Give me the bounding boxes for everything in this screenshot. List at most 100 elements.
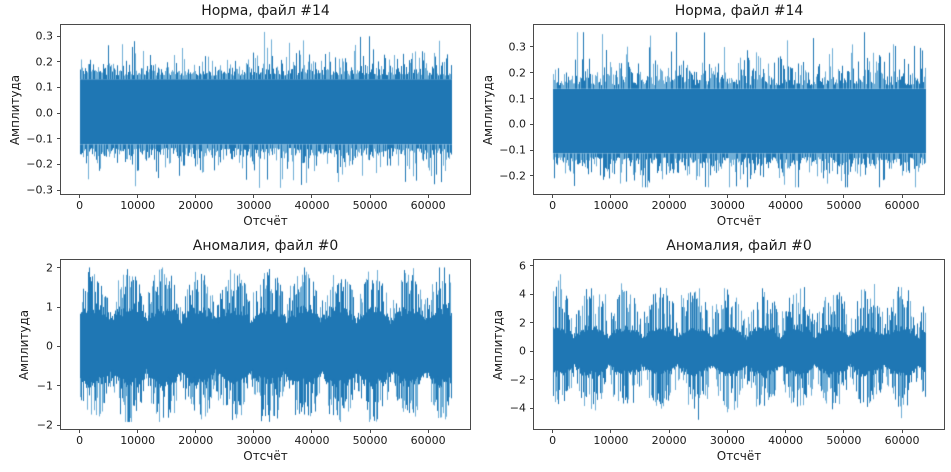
x-tick-label: 20000	[178, 199, 214, 212]
x-tick-mark	[195, 194, 197, 198]
y-tick-label: −2	[36, 418, 53, 432]
x-tick-label: 10000	[120, 199, 156, 212]
y-tick-mark	[530, 322, 534, 324]
y-tick-label: −0.1	[499, 143, 526, 157]
x-tick-label: 20000	[651, 434, 687, 447]
x-tick-mark	[726, 429, 728, 433]
y-tick-mark	[57, 163, 61, 165]
y-tick-label: 1	[46, 300, 53, 314]
x-tick-mark	[253, 194, 255, 198]
x-tick-mark	[137, 429, 139, 433]
x-tick-mark	[843, 194, 845, 198]
x-tick-mark	[79, 429, 81, 433]
x-axis-label: Отсчёт	[243, 449, 288, 463]
y-tick-label: −0.3	[26, 183, 53, 197]
subplot-title: Аномалия, файл #0	[666, 238, 812, 254]
y-tick-mark	[530, 46, 534, 48]
y-tick-mark	[530, 175, 534, 177]
y-tick-label: 0.0	[508, 117, 527, 131]
x-tick-mark	[785, 194, 787, 198]
waveform-canvas	[61, 260, 470, 429]
y-tick-label: 0	[46, 339, 53, 353]
x-tick-label: 40000	[294, 199, 330, 212]
waveform-canvas	[61, 25, 470, 194]
x-tick-label: 50000	[352, 199, 388, 212]
x-tick-mark	[610, 194, 612, 198]
y-tick-mark	[57, 345, 61, 347]
x-tick-label: 30000	[236, 199, 272, 212]
x-tick-label: 30000	[236, 434, 272, 447]
y-tick-label: 2	[46, 261, 53, 275]
y-tick-label: 0.2	[508, 66, 527, 80]
x-axis-label: Отсчёт	[716, 449, 762, 463]
y-tick-mark	[530, 350, 534, 352]
x-tick-mark	[137, 194, 139, 198]
x-tick-label: 50000	[826, 199, 862, 212]
x-tick-label: 0	[76, 434, 84, 447]
x-tick-label: 10000	[593, 199, 629, 212]
y-tick-mark	[57, 189, 61, 191]
subplot-title: Норма, файл #14	[201, 3, 330, 19]
x-tick-mark	[195, 429, 197, 433]
y-axis-label: Амплитуда	[481, 74, 495, 145]
y-tick-mark	[57, 86, 61, 88]
x-tick-label: 20000	[178, 434, 214, 447]
x-tick-mark	[369, 194, 371, 198]
x-tick-label: 60000	[410, 199, 446, 212]
x-tick-label: 30000	[709, 434, 745, 447]
x-tick-label: 40000	[768, 434, 804, 447]
subplot-anomaly-file0-right: Аномалия, файл #0 Амплитуда Отсчёт 6 4 2 0 −…	[491, 239, 945, 462]
x-tick-label: 20000	[651, 199, 687, 212]
x-tick-mark	[843, 429, 845, 433]
x-tick-mark	[726, 194, 728, 198]
subplot-title: Норма, файл #14	[674, 3, 804, 19]
y-tick-mark	[530, 293, 534, 295]
x-tick-mark	[552, 194, 554, 198]
subplot-anomaly-file0-left: Аномалия, файл #0 Амплитуда Отсчёт 2 1 0 −1…	[17, 239, 471, 462]
x-tick-mark	[79, 194, 81, 198]
x-axis-label: Отсчёт	[243, 214, 288, 228]
subplot-norm-file14-left: Норма, файл #14 Амплитуда Отсчёт 0.3 0.2 0…	[8, 4, 471, 227]
y-tick-label: −4	[509, 401, 526, 415]
y-tick-mark	[57, 306, 61, 308]
y-tick-mark	[57, 385, 61, 387]
x-tick-label: 50000	[352, 434, 388, 447]
y-tick-label: 0.2	[35, 55, 54, 69]
x-tick-label: 0	[549, 199, 557, 212]
y-tick-label: 0.0	[35, 106, 54, 120]
y-tick-label: 0	[519, 344, 526, 358]
x-tick-mark	[552, 429, 554, 433]
x-tick-label: 0	[76, 199, 84, 212]
y-tick-mark	[530, 149, 534, 151]
y-tick-label: 0.1	[35, 80, 54, 94]
x-tick-label: 30000	[709, 199, 745, 212]
y-tick-label: −0.2	[26, 157, 53, 171]
x-tick-mark	[668, 429, 670, 433]
x-tick-label: 0	[549, 434, 557, 447]
y-tick-label: −1	[36, 379, 53, 393]
x-tick-mark	[369, 429, 371, 433]
subplot-title: Аномалия, файл #0	[192, 238, 339, 254]
waveform-canvas	[534, 25, 944, 194]
y-tick-mark	[530, 407, 534, 409]
y-tick-label: 2	[519, 316, 526, 330]
x-tick-mark	[311, 194, 313, 198]
y-tick-label: −0.1	[26, 132, 53, 146]
x-tick-mark	[427, 429, 429, 433]
y-axis-label: Амплитуда	[491, 309, 505, 380]
subplot-norm-file14-right: Норма, файл #14 Амплитуда Отсчёт 0.3 0.2 0…	[481, 4, 945, 227]
y-tick-mark	[57, 267, 61, 269]
x-tick-mark	[427, 194, 429, 198]
y-tick-mark	[530, 72, 534, 74]
y-tick-mark	[57, 112, 61, 114]
x-tick-mark	[253, 429, 255, 433]
y-tick-mark	[57, 424, 61, 426]
x-tick-mark	[311, 429, 313, 433]
x-tick-label: 10000	[120, 434, 156, 447]
x-tick-mark	[901, 194, 903, 198]
y-tick-mark	[530, 98, 534, 100]
x-tick-label: 60000	[884, 199, 920, 212]
y-tick-label: 0.1	[508, 92, 527, 106]
x-tick-label: 40000	[294, 434, 330, 447]
